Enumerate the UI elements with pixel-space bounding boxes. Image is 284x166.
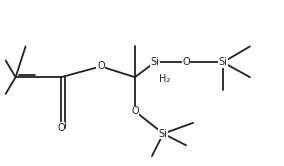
Text: H₂: H₂ xyxy=(159,74,170,84)
Text: Si: Si xyxy=(218,57,227,67)
Text: O: O xyxy=(97,61,105,71)
Text: Si: Si xyxy=(150,57,159,67)
Text: Si: Si xyxy=(159,129,168,139)
Text: O: O xyxy=(182,57,190,67)
Text: O: O xyxy=(57,123,65,133)
Text: O: O xyxy=(131,106,139,116)
